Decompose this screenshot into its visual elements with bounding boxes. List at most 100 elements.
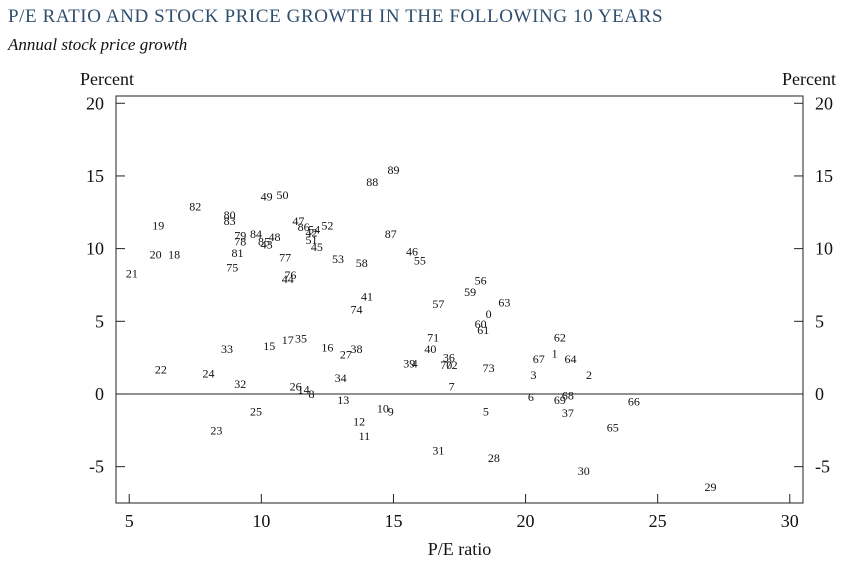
x-axis-label: P/E ratio [428,539,492,559]
data-point-label: 21 [126,266,138,280]
data-point-label: 14 [298,383,310,397]
data-point-label: 69 [554,393,566,407]
y-axis-label-left: Percent [80,69,134,89]
data-point-label: 68 [562,388,574,402]
data-point-label: 1 [552,346,558,360]
data-point-label: 61 [477,323,489,337]
x-tick-label: 25 [649,511,667,531]
data-point-label: 38 [350,342,362,356]
x-tick-label: 10 [252,511,270,531]
data-point-label: 45 [311,240,323,254]
data-point-label: 42 [306,226,318,240]
data-point-label: 33 [221,342,233,356]
data-point-label: 70 [440,358,452,372]
data-point-label: 76 [284,268,296,282]
data-point-label: 15 [263,339,275,353]
data-point-label: 26 [290,380,302,394]
data-point-label: 63 [498,295,510,309]
y-tick-label-left: 15 [86,166,104,186]
data-point-label: 31 [432,444,444,458]
data-point-label: 11 [359,429,371,443]
data-point-label: 6 [528,390,534,404]
data-point-label: 51 [306,233,318,247]
chart-title: P/E RATIO AND STOCK PRICE GROWTH IN THE … [8,6,664,27]
data-point-label: 4 [412,356,418,370]
data-point-label: 25 [250,404,262,418]
y-tick-label-left: 0 [95,384,104,404]
data-point-label: 54 [308,223,320,237]
data-point-label: 0 [486,307,492,321]
data-point-label: 66 [628,394,640,408]
data-point-label: 64 [564,352,576,366]
data-point-label: 80 [224,208,236,222]
data-point-label: 16 [321,340,333,354]
data-point-label: 75 [226,261,238,275]
data-point-label: 67 [533,352,545,366]
data-point-label: 48 [269,230,281,244]
data-point-label: 52 [321,218,333,232]
data-point-label: 71 [427,330,439,344]
data-point-label: 46 [406,245,418,259]
data-point-label: 8 [309,387,315,401]
x-tick-label: 20 [517,511,535,531]
data-point-label: 39 [403,356,415,370]
data-point-label: 2 [586,368,592,382]
data-point-label: 19 [152,218,164,232]
y-tick-label-left: 20 [86,93,104,113]
data-point-label: 88 [366,175,378,189]
data-point-label: 60 [475,317,487,331]
y-tick-label-left: -5 [89,457,104,477]
y-tick-label-right: 0 [815,384,824,404]
data-point-label: 73 [483,361,495,375]
y-axis-label-right: Percent [782,69,836,89]
data-point-label: 74 [350,303,362,317]
y-tick-label-left: 10 [86,239,104,259]
data-point-label: 49 [261,189,273,203]
y-tick-label-right: 5 [815,311,824,331]
data-point-label: 20 [150,247,162,261]
data-point-label: 28 [488,451,500,465]
data-point-label: 37 [562,406,574,420]
data-point-label: 34 [335,371,347,385]
x-tick-label: 5 [125,511,134,531]
data-point-label: 79 [234,229,246,243]
data-point-label: 55 [414,253,426,267]
data-point-label: 41 [361,290,373,304]
data-point-label: 32 [234,377,246,391]
x-tick-label: 15 [384,511,402,531]
data-point-label: 84 [250,227,262,241]
data-point-label: 85 [258,234,270,248]
y-tick-label-right: 10 [815,239,833,259]
data-point-label: 23 [210,423,222,437]
data-point-label: 43 [261,237,273,251]
data-point-label: 3 [530,368,536,382]
data-point-label: 12 [353,415,365,429]
data-point-label: 89 [387,163,399,177]
data-point-label: 78 [234,234,246,248]
data-point-label: 44 [282,272,294,286]
data-point-label: 7 [449,380,455,394]
data-point-label: 5 [483,404,489,418]
data-point-label: 18 [168,247,180,261]
data-point-label: 9 [388,404,394,418]
data-point-label: 65 [607,420,619,434]
data-point-label: 22 [155,362,167,376]
y-tick-label-right: 20 [815,93,833,113]
y-tick-label-right: 15 [815,166,833,186]
data-point-label: 56 [475,274,487,288]
y-tick-label-right: -5 [815,457,830,477]
x-tick-label: 30 [781,511,799,531]
data-point-label: 10 [377,402,389,416]
data-point-label: 86 [298,220,310,234]
y-tick-label-left: 5 [95,311,104,331]
data-point-label: 82 [189,199,201,213]
data-point-label: 13 [337,393,349,407]
data-point-label: 27 [340,348,352,362]
data-point-label: 83 [224,214,236,228]
data-point-label: 77 [279,250,291,264]
data-point-label: 36 [443,351,455,365]
data-point-label: 53 [332,252,344,266]
